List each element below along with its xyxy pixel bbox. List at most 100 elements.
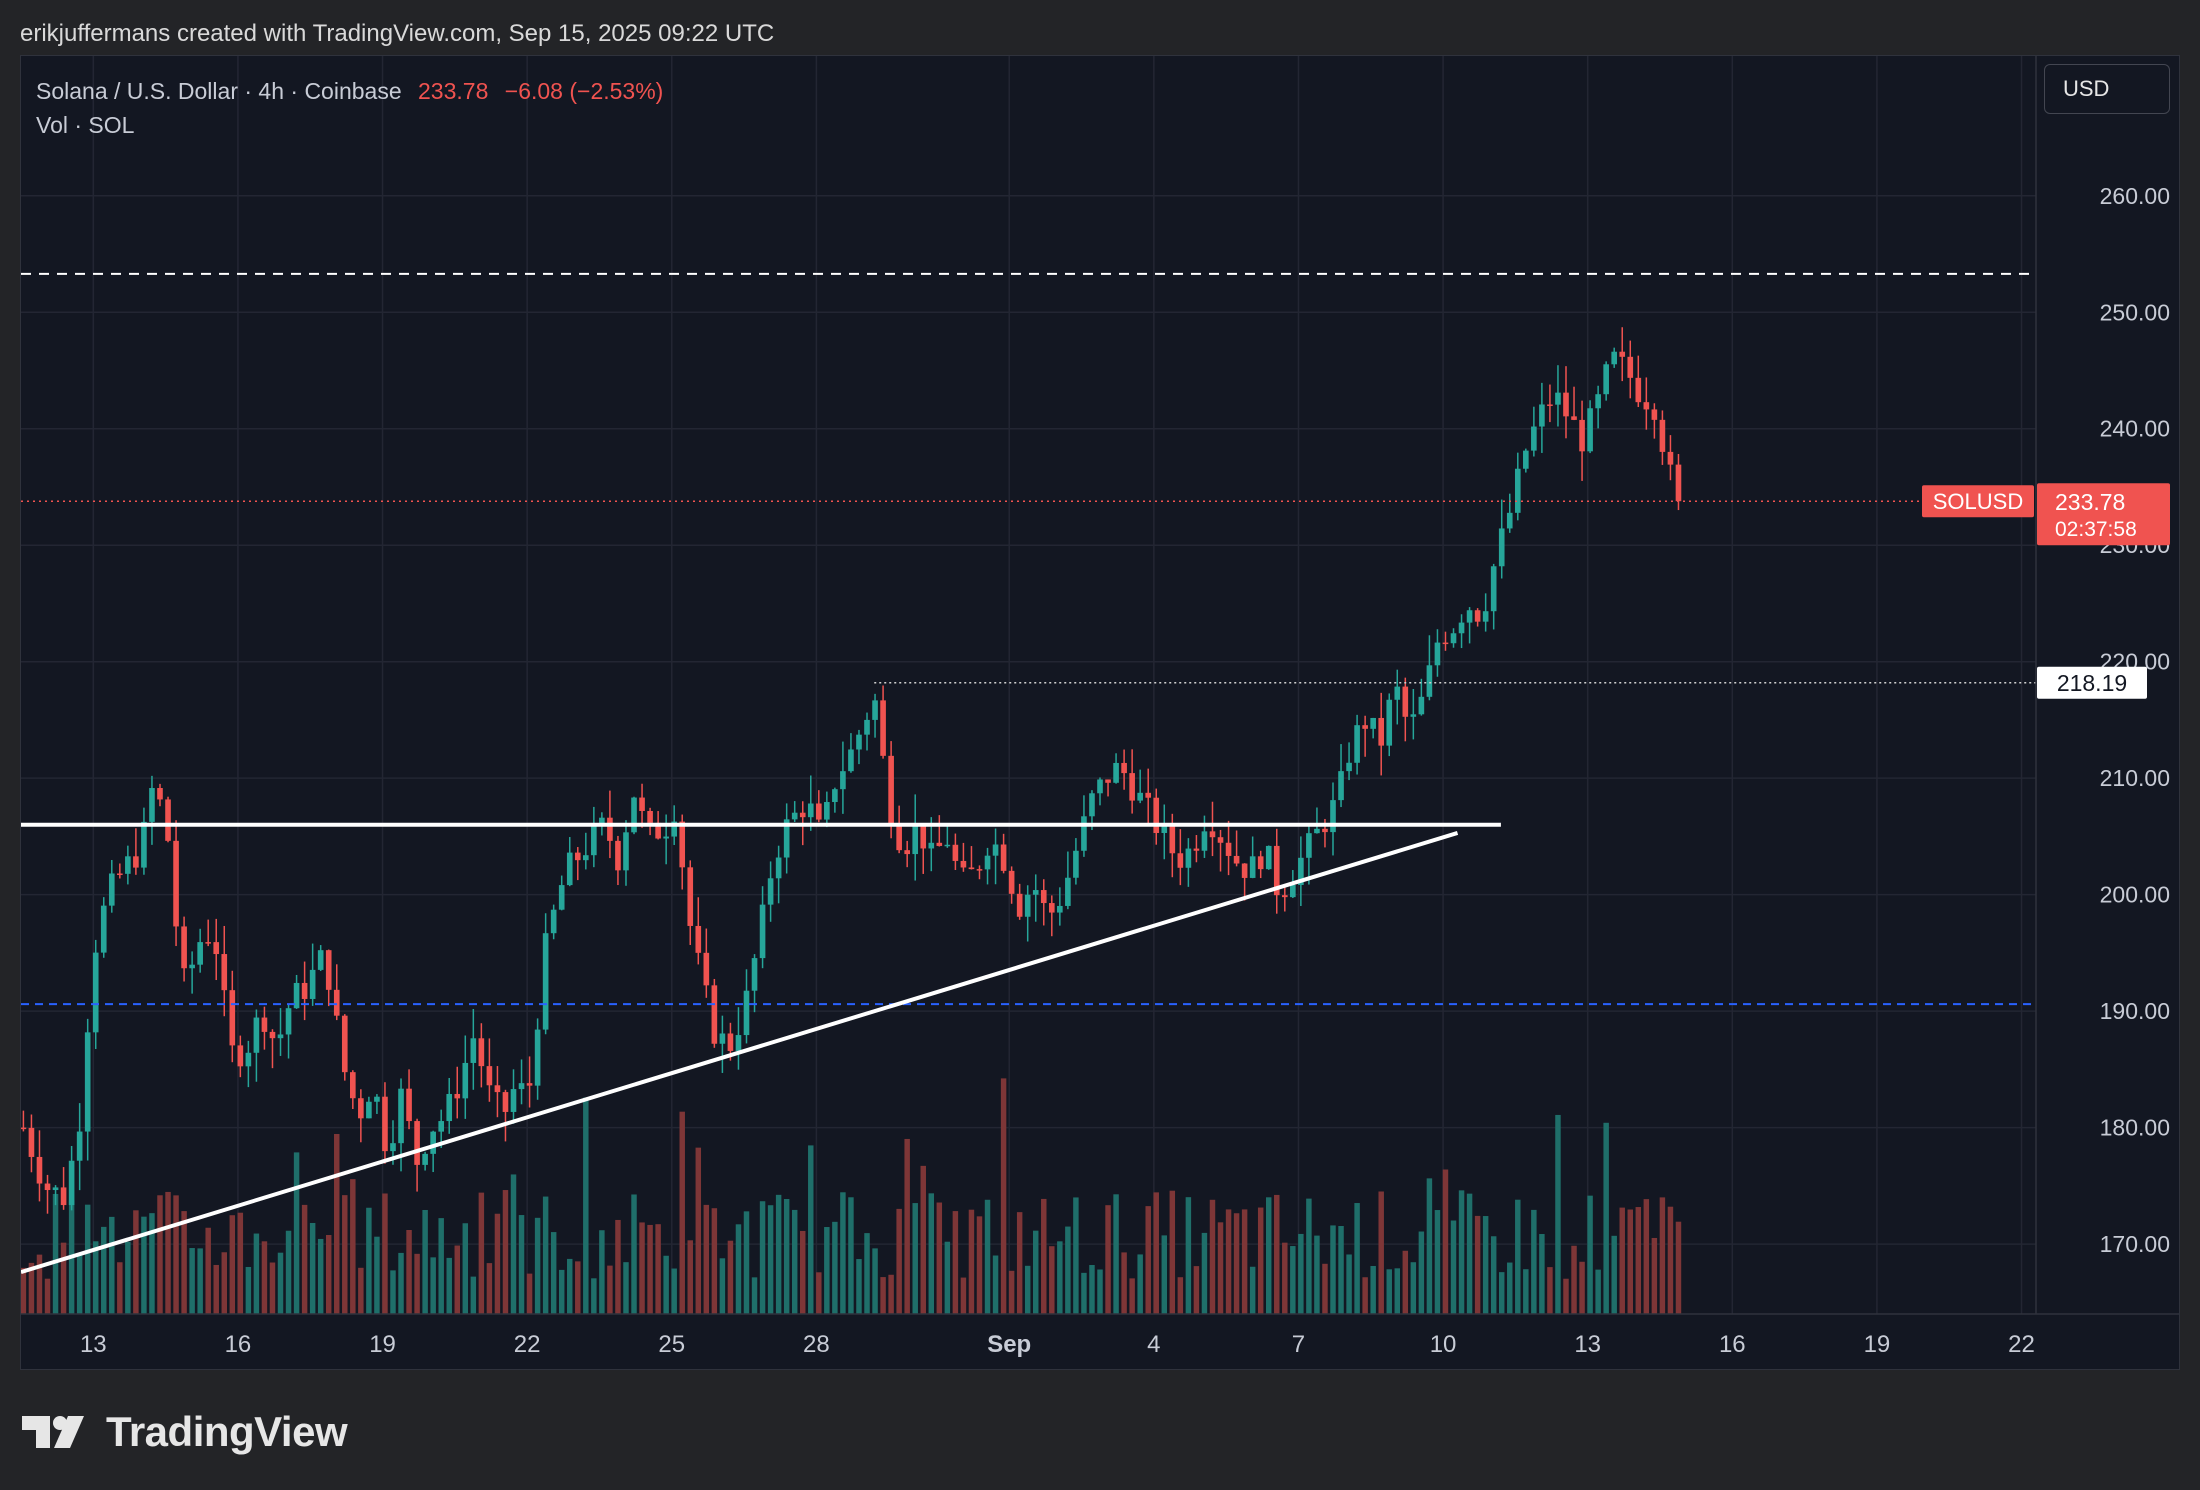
candle-body [944,844,951,847]
candle-body [1659,419,1666,452]
volume-bar [791,1209,798,1314]
volume-bar [269,1262,276,1314]
candle-body [285,1008,292,1035]
volume-bar [358,1267,364,1314]
volume-bar [165,1191,171,1314]
volume-bar [775,1194,782,1314]
time-tick-label: 28 [803,1331,830,1358]
volume-bar [703,1204,710,1314]
volume-bar [1434,1210,1441,1314]
candle-body [647,810,653,823]
legend-change: −6.08 (−2.53%) [504,78,664,104]
time-tick-label: 7 [1292,1331,1305,1358]
candle-body [960,860,967,868]
candle-body [591,825,597,856]
candle-body [679,821,686,868]
candle-body [1137,792,1143,801]
candle-body [1579,419,1585,452]
candle-body [317,950,324,970]
candle-body [1386,699,1393,746]
volume-bar [872,1248,878,1314]
candle-body [213,942,220,955]
tradingview-logo[interactable]: TradingView [22,1408,348,1456]
countdown-label: 02:37:58 [2055,518,2137,541]
volume-bar [125,1241,131,1314]
volume-bar [1619,1207,1625,1314]
volume-bar [1418,1231,1425,1314]
candle-body [44,1183,51,1191]
candle-body [1346,762,1352,772]
candle-body [108,873,115,906]
volume-bar [1675,1221,1682,1314]
volume-bar [599,1230,605,1314]
volume-bar [526,1273,533,1314]
volume-bar [309,1222,316,1314]
candle-body [462,1062,469,1099]
volume-bar [550,1232,557,1314]
volume-bar [470,1276,477,1314]
candle-body [1153,797,1160,833]
time-tick-label: 16 [225,1331,252,1358]
volume-bar [1611,1235,1617,1314]
candle-body [1603,364,1609,395]
candle-body [301,982,308,999]
candle-body [1281,895,1288,898]
volume-bar [1073,1197,1079,1314]
volume-bar [607,1265,613,1314]
volume-bar [261,1241,268,1314]
volume-bar [84,1204,91,1314]
candle-body [438,1121,445,1132]
candle-body [133,856,139,868]
chart-area[interactable] [20,55,2180,1370]
volume-bar [36,1254,43,1314]
volume-bar [1041,1198,1047,1314]
volume-bar [76,1254,83,1314]
candle-body [1008,870,1015,894]
candle-body [205,942,212,944]
candle-body [663,836,669,839]
currency-button[interactable]: USD [2044,64,2170,114]
candle-body [1225,842,1232,856]
candle-body [615,840,621,871]
candle-body [141,821,147,868]
volume-bar [1032,1230,1039,1314]
candle-body [1048,903,1055,913]
candle-body [518,1083,525,1090]
volume-bar [133,1210,139,1314]
candle-body [1571,416,1577,420]
legend-symbol: Solana / U.S. Dollar · 4h · Coinbase [36,78,402,104]
candle-body [1113,762,1119,783]
candle-body [743,990,750,1036]
candle-body [1161,825,1168,833]
candle-body [1209,831,1216,838]
candle-body [1442,642,1449,645]
volume-bar [808,1145,814,1314]
volume-bar [350,1179,356,1314]
candle-body [607,817,613,841]
candle-body [237,1045,244,1067]
time-tick-label: 10 [1430,1331,1457,1358]
volume-bar [904,1138,910,1314]
candle-body [534,1029,541,1086]
volume-bar [824,1227,830,1314]
candle-body [1474,610,1481,622]
volume-bar [1081,1272,1087,1314]
candle-body [149,788,155,822]
volume-bar [751,1277,758,1314]
candle-body [856,734,862,750]
candle-body [350,1072,356,1099]
volume-bar [1057,1241,1063,1314]
volume-bar [109,1216,115,1314]
candle-body [952,844,959,861]
candle-body [542,933,549,1030]
candle-body [1450,633,1457,644]
candle-body [366,1101,372,1119]
candle-body [1466,610,1473,623]
volume-bar [1129,1278,1135,1314]
level-218-label: 218.19 [2057,670,2127,696]
candle-body [181,926,187,969]
volume-bar [1539,1234,1545,1314]
candle-body [775,857,782,879]
candle-body [574,852,581,861]
